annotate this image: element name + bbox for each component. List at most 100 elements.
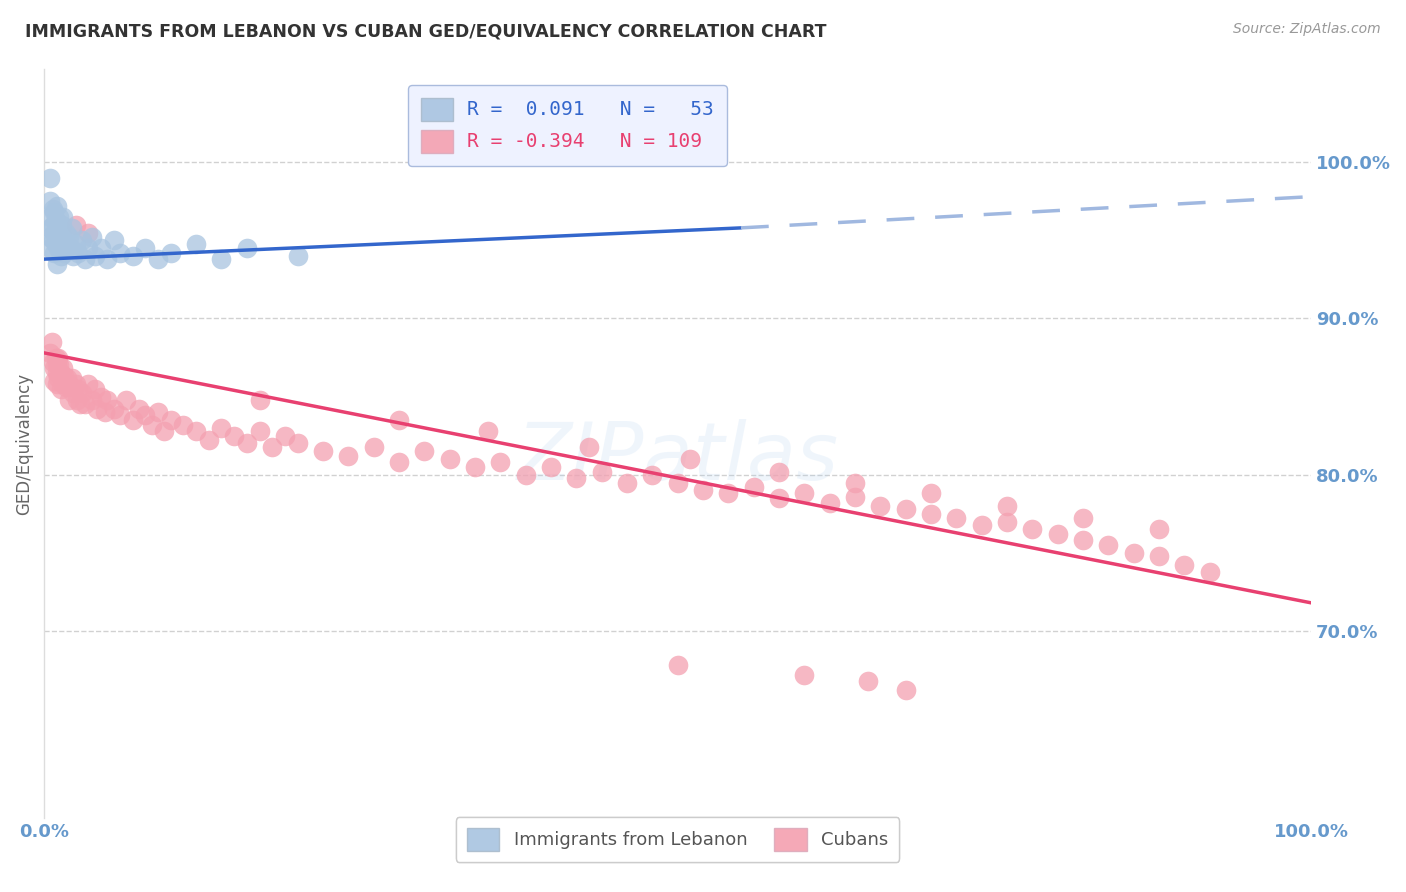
Point (70, 233, 93, 247)
Point (115, 392, 138, 407)
Point (39, 220, 62, 235)
Point (62, 386, 84, 401)
Legend: Immigrants from Lebanon, Cubans: Immigrants from Lebanon, Cubans (456, 817, 900, 862)
Point (83, 382, 105, 396)
Point (60, 220, 83, 235)
Point (464, 459, 486, 474)
Point (388, 455, 411, 469)
Point (42, 202, 65, 216)
Point (439, 452, 461, 467)
Point (60, 371, 83, 385)
Point (86, 402, 108, 417)
Point (55, 226, 77, 240)
Point (920, 486, 942, 500)
Point (591, 465, 613, 479)
Point (39, 230, 62, 244)
Point (56, 371, 79, 385)
Point (73, 397, 96, 411)
Point (90, 241, 112, 255)
Point (69, 397, 91, 411)
Point (42, 218, 65, 232)
Point (768, 465, 790, 479)
Point (52, 233, 75, 247)
Point (96, 392, 118, 407)
Point (45, 218, 67, 232)
Point (717, 486, 740, 500)
Point (616, 475, 638, 490)
Point (128, 402, 150, 417)
Point (48, 359, 70, 373)
Point (287, 249, 309, 263)
Point (96, 252, 118, 267)
Point (59, 241, 82, 255)
Point (108, 409, 131, 423)
Point (211, 421, 233, 435)
Point (274, 428, 297, 442)
Point (337, 449, 360, 463)
Point (44, 226, 66, 240)
Point (46, 371, 69, 385)
Point (134, 409, 156, 423)
Point (46, 351, 69, 365)
Point (56, 236, 79, 251)
Point (77, 377, 100, 392)
Point (236, 436, 259, 450)
Point (236, 241, 259, 255)
Point (58, 377, 80, 392)
Point (565, 471, 588, 485)
Point (818, 496, 841, 510)
Point (70, 386, 93, 401)
Point (65, 377, 87, 392)
Point (477, 424, 499, 438)
Point (90, 390, 112, 404)
Point (108, 245, 131, 260)
Point (45, 366, 67, 380)
Point (224, 428, 246, 442)
Y-axis label: GED/Equivalency: GED/Equivalency (15, 373, 32, 515)
Point (39, 170, 62, 185)
Point (540, 459, 562, 474)
Point (666, 658, 689, 673)
Point (41, 334, 63, 349)
Point (844, 475, 866, 490)
Point (58, 230, 80, 244)
Point (44, 351, 66, 365)
Point (65, 218, 87, 232)
Point (641, 467, 664, 482)
Point (45, 257, 67, 271)
Point (51, 218, 73, 232)
Point (44, 236, 66, 251)
Point (39, 346, 62, 360)
Point (67, 382, 90, 396)
Point (146, 252, 169, 267)
Point (186, 424, 208, 438)
Point (134, 241, 156, 255)
Point (67, 245, 90, 260)
Point (83, 249, 105, 263)
Point (49, 366, 72, 380)
Point (159, 413, 181, 427)
Point (58, 392, 80, 407)
Point (515, 467, 537, 482)
Point (44, 245, 66, 260)
Point (121, 413, 143, 427)
Point (1173, 558, 1195, 573)
Point (66, 392, 89, 407)
Point (1021, 523, 1043, 537)
Point (262, 440, 284, 454)
Point (42, 355, 65, 369)
Point (970, 517, 993, 532)
Point (1097, 538, 1119, 552)
Point (793, 667, 815, 681)
Point (666, 475, 689, 490)
Point (45, 359, 67, 373)
Point (894, 502, 917, 516)
Point (578, 440, 600, 454)
Point (44, 361, 66, 376)
Point (894, 683, 917, 698)
Point (39, 241, 62, 255)
Point (1198, 565, 1220, 579)
Point (995, 515, 1018, 529)
Point (52, 377, 75, 392)
Point (49, 226, 72, 240)
